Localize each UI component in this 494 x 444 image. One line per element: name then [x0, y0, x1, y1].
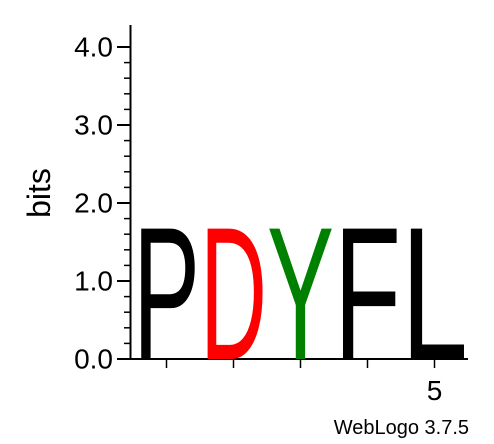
axes: 0.0 1.0 2.0 3.0 4.0 5 [74, 25, 468, 406]
y-tick-label: 3.0 [74, 110, 113, 141]
y-minor-ticks [124, 61, 130, 345]
y-tick-label: 0.0 [74, 344, 113, 375]
y-axis-label: bits [21, 168, 57, 218]
y-major-ticks: 0.0 1.0 2.0 3.0 4.0 [74, 32, 130, 375]
x-tick-label: 5 [427, 375, 443, 406]
y-tick-label: 1.0 [74, 266, 113, 297]
logo-letter-p: P [133, 189, 200, 400]
logo-letter-d: D [200, 188, 267, 400]
logo-letter-y: Y [267, 189, 334, 400]
logo-letter-f: F [334, 188, 401, 400]
logo-letter-l: L [401, 187, 468, 399]
weblogo-credit: WebLogo 3.7.5 [334, 417, 469, 439]
y-tick-label: 4.0 [74, 32, 113, 63]
y-tick-label: 2.0 [74, 188, 113, 219]
x-ticks: 5 [165, 359, 443, 406]
